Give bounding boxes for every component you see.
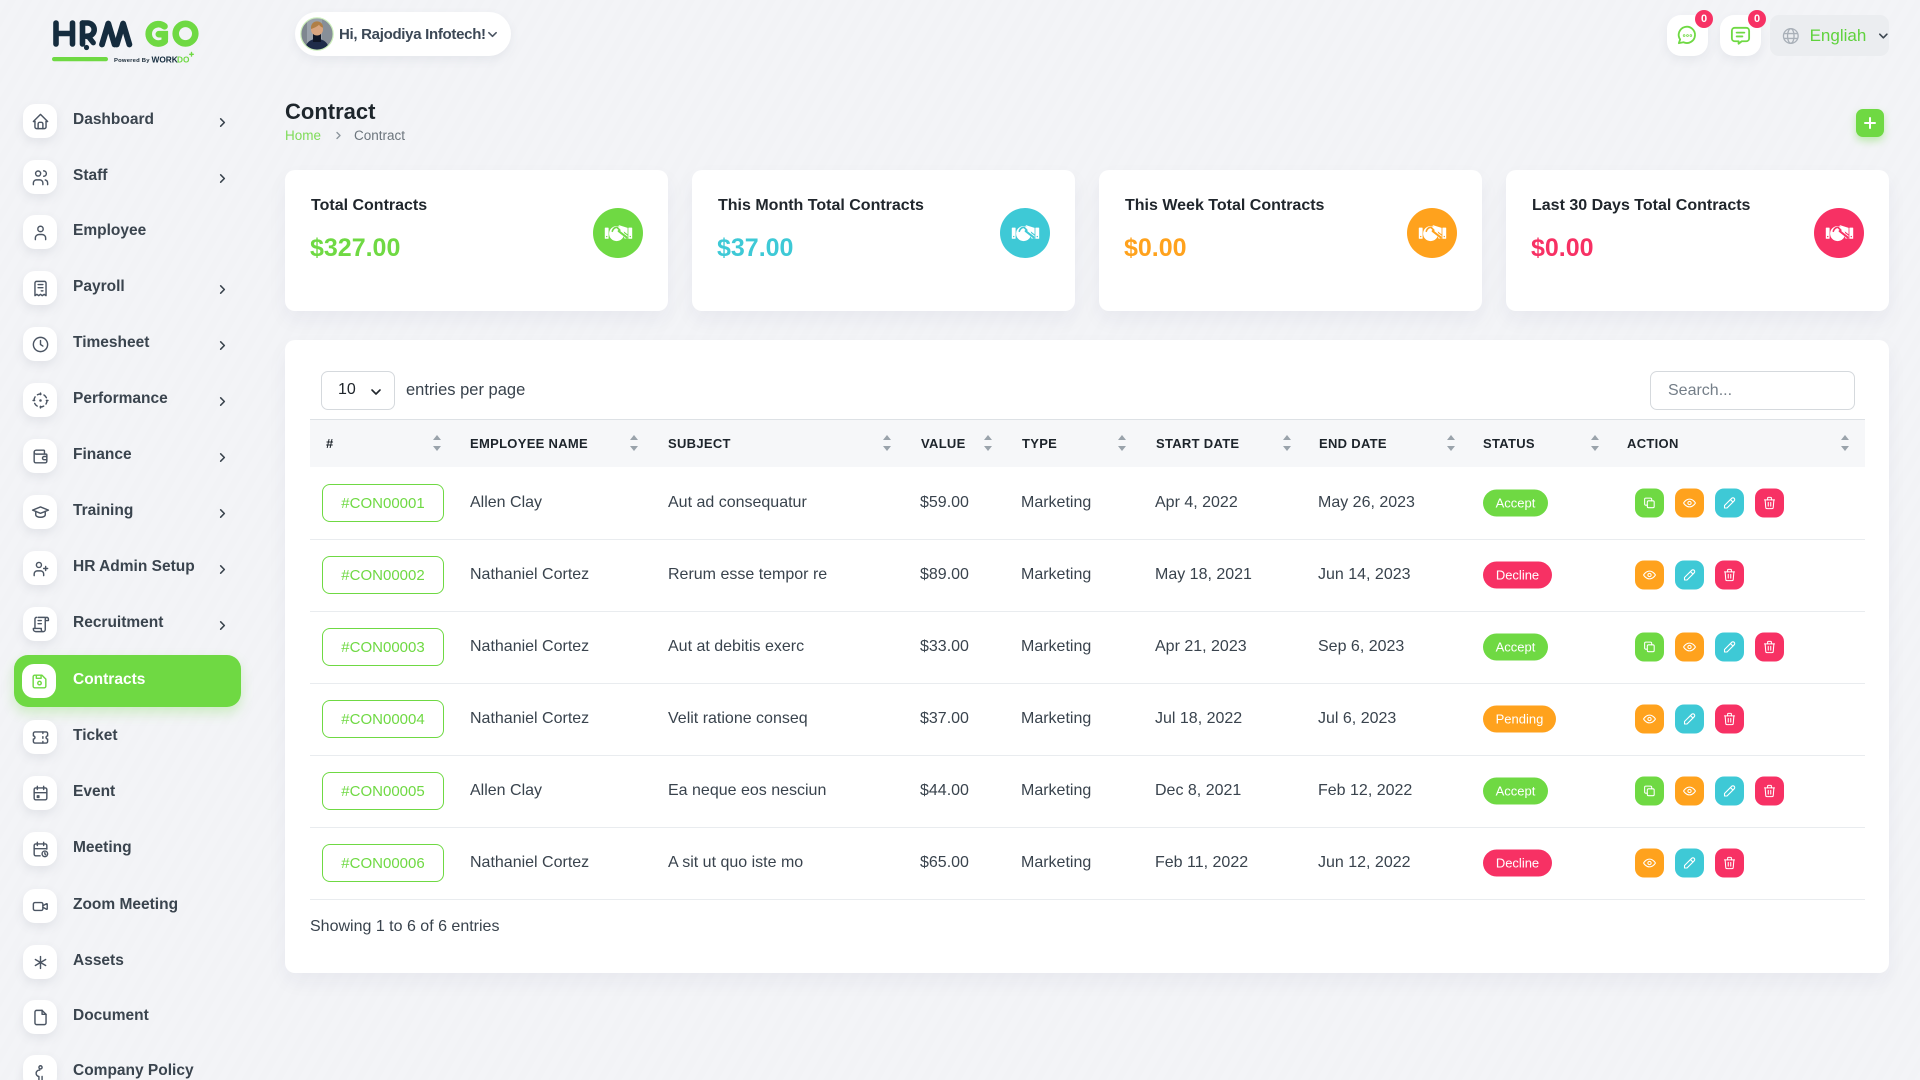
svg-text:DO: DO — [177, 54, 190, 63]
svg-text:Powered By: Powered By — [114, 58, 150, 63]
svg-text:WORK: WORK — [152, 54, 178, 63]
